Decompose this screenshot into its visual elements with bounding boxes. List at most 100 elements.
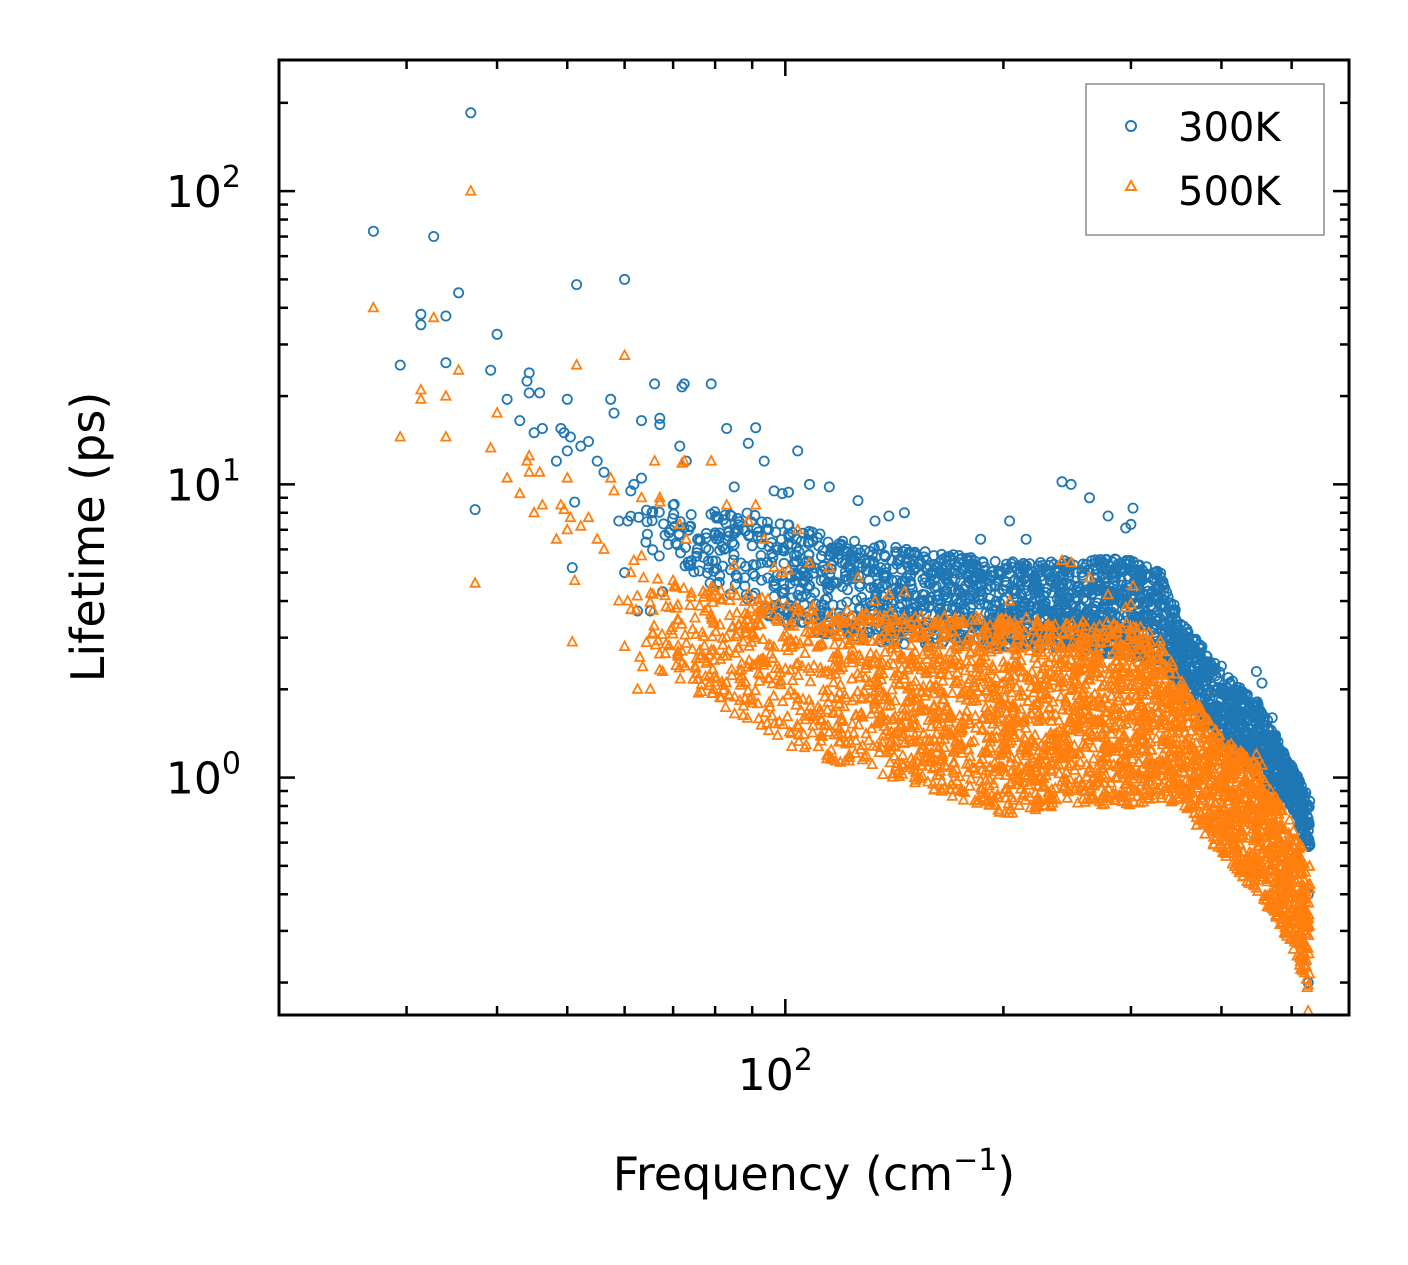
series-300K-point [739,572,751,584]
series-500K-point [1008,669,1021,681]
series-500K-point [1150,731,1163,744]
series-300K-point [804,478,816,490]
series-500K-point [1030,764,1043,776]
series-500K-point [693,599,706,611]
series-300K-point [803,536,815,548]
series-300K-point [936,567,948,579]
series-500K-point [990,642,1004,655]
series-500K-point [960,639,974,651]
series-500K-point [1101,696,1115,708]
series-300K-point [769,578,781,590]
series-300K-point [534,387,546,399]
series-300K-point [1284,798,1296,810]
series-300K-point [783,486,795,498]
series-500K-point [1236,803,1249,815]
series-500K-point [814,734,828,746]
series-500K-point [996,632,1009,645]
series-500K-point [979,635,992,647]
series-300K-point [591,455,603,467]
series-300K-point [869,515,881,527]
series-500K-point [1050,726,1063,738]
series-500K-point [897,758,910,770]
series-500K-point [723,608,736,621]
series-300K-point [667,513,679,525]
series-500K-point [779,661,792,674]
series-500K-point [1276,867,1290,879]
series-300K-point [867,556,879,568]
series-500K-point [999,682,1012,694]
series-500K-point [698,638,711,651]
series-300K-point [803,525,815,537]
series-500K-point [707,616,720,628]
series-500K-point [1058,731,1071,744]
series-300K-point [1028,571,1040,583]
series-500K-point [1019,721,1033,733]
series-500K-point [1287,942,1300,954]
series-500K-point [993,748,1006,760]
series-500K-point [1221,781,1234,794]
series-300K-point [891,575,903,587]
series-500K-point [776,694,789,707]
series-500K-point [827,675,840,688]
series-300K-point [1294,776,1306,788]
series-500K-point [916,647,930,660]
series-500K-point [1116,709,1130,721]
series-300K-point [825,546,837,558]
series-300K-point [566,562,578,574]
series-300K-point [975,533,987,545]
series-300K-point [1166,612,1178,624]
series-300K-point [1301,830,1313,842]
series-300K-point [619,273,631,285]
series-500K-point [812,739,825,752]
series-300K-point [805,592,817,604]
series-500K-point [869,675,882,688]
series-300K-point [1189,652,1201,664]
series-500K-point [1291,880,1304,892]
series-300K-point [667,499,679,511]
series-500K-point [981,729,995,741]
series-300K-point [753,526,765,538]
series-500K-point [741,683,755,696]
series-300K-point [641,516,653,528]
series-500K-point [840,603,854,616]
series-500K-point [828,637,841,650]
series-300K-point [653,550,665,562]
series-500K-point [1128,783,1142,795]
series-300K-point [728,481,740,493]
series-500K-point [1027,623,1040,635]
series-500K-point [927,700,941,712]
series-300K-point [394,359,406,371]
series-500K-point [940,699,954,712]
series-500K-point [789,608,802,621]
series-300K-point [730,525,742,537]
series-300K-point [1164,620,1176,632]
series-500K-point [1077,630,1090,642]
series-500K-point [738,594,751,606]
series-500K-point [759,705,773,717]
series-500K-points-front [367,184,1316,1015]
series-500K-point [646,603,660,615]
series-300K-point [1231,681,1243,693]
series-300K-point [745,516,757,528]
series-500K-point [643,595,657,607]
series-500K-point [1100,615,1114,627]
series-500K-point [858,750,871,762]
series-500K-point [680,636,693,648]
series-300K-point [1164,625,1176,637]
series-500K-point [1060,699,1074,711]
series-500K-point [699,669,712,681]
series-300K-point [961,552,973,564]
series-500K-point [1018,714,1031,727]
series-500K-point [896,748,909,761]
series-500K-point [870,613,884,626]
series-300K-point [854,578,866,590]
series-500K-point [969,709,982,721]
series-500K-point [706,595,719,607]
series-500K-point [1133,796,1146,808]
series-300K-point [415,308,427,320]
series-500K-point [1300,953,1313,965]
series-500K-point [916,684,929,697]
series-500K-point [940,702,954,715]
series-300K-point [853,557,865,569]
series-300K-point [760,524,772,536]
